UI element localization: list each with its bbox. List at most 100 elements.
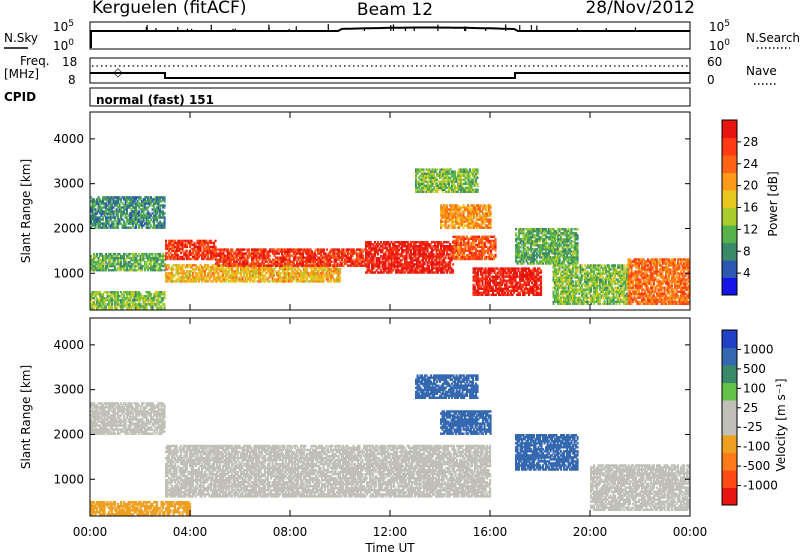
scatter-cell [428, 261, 431, 264]
scatter-cell [97, 210, 100, 213]
scatter-cell [401, 263, 404, 266]
scatter-cell [165, 264, 168, 267]
scatter-cell [272, 264, 275, 267]
scatter-cell [452, 208, 455, 211]
scatter-cell [190, 241, 193, 245]
scatter-cell [393, 241, 396, 244]
scatter-cell [216, 272, 219, 275]
scatter-cell [459, 206, 462, 209]
scatter-cell [100, 299, 103, 302]
scatter-cell [344, 258, 347, 261]
scatter-cell [389, 243, 392, 246]
scatter-cell [410, 261, 413, 264]
scatter-cell [118, 252, 121, 256]
scatter-cell [187, 251, 190, 255]
scatter-cell [437, 263, 440, 266]
scatter-cell [461, 206, 464, 209]
scatter-cell [126, 208, 129, 211]
scatter-cell [166, 274, 169, 277]
scatter-cell [102, 206, 105, 209]
scatter-cell [469, 249, 472, 253]
scatter-cell [438, 241, 441, 244]
scatter-cell [202, 241, 205, 245]
scatter-cell [440, 204, 443, 207]
scatter-cell [417, 241, 420, 244]
scatter-cell [490, 271, 493, 274]
scatter-cell [136, 297, 139, 300]
scatter-cell [467, 243, 470, 247]
scatter-cell [115, 256, 118, 260]
scatter-cell [427, 174, 430, 177]
scatter-cell [454, 241, 457, 245]
scatter-cell [324, 254, 327, 257]
scatter-cell [99, 263, 102, 266]
scatter-cell [463, 170, 466, 173]
scatter-cell [148, 214, 151, 217]
scatter-cell [93, 198, 96, 201]
scatter-cell [115, 220, 118, 223]
scatter-cell [121, 254, 124, 258]
scatter-cell [201, 253, 204, 257]
scatter-cell [115, 299, 118, 302]
scatter-cell [468, 218, 471, 221]
scatter-cell [354, 260, 357, 263]
scatter-cell [120, 263, 123, 266]
scatter-cell [123, 293, 126, 296]
scatter-cell [199, 276, 202, 279]
scatter-cell [449, 243, 452, 246]
scatter-cell [236, 248, 239, 251]
scatter-cell [420, 249, 423, 252]
scatter-cell [460, 251, 463, 255]
scatter-cell [486, 275, 489, 278]
scatter-cell [413, 249, 416, 252]
scatter-cell [480, 226, 483, 229]
scatter-cell [459, 214, 462, 217]
scatter-cell [467, 172, 470, 175]
scatter-cell [193, 276, 196, 279]
scatter-cell [462, 226, 465, 229]
scatter-cell [485, 239, 488, 243]
scatter-cell [450, 247, 453, 250]
scatter-cell [314, 260, 317, 263]
scatter-cell [204, 243, 207, 247]
scatter-cell [455, 176, 458, 179]
scatter-cell [156, 260, 159, 264]
scatter-cell [254, 250, 257, 253]
scatter-cell [198, 249, 201, 253]
scatter-cell [192, 264, 195, 267]
scatter-cell [469, 251, 472, 255]
scatter-cell [317, 260, 320, 263]
scatter-cell [160, 301, 163, 304]
scatter-cell [460, 243, 463, 247]
scatter-cell [273, 258, 276, 261]
scatter-cell [449, 212, 452, 215]
scatter-cell [93, 267, 96, 270]
scatter-cell [405, 253, 408, 256]
scatter-cell [210, 241, 213, 245]
scatter-cell [154, 212, 157, 215]
scatter-cell [157, 200, 160, 203]
scatter-cell [160, 254, 163, 258]
scatter-cell [132, 269, 135, 272]
scatter-cell [478, 239, 481, 243]
scatter-cell [172, 243, 175, 247]
scatter-cell [112, 291, 115, 294]
scatter-cell [118, 303, 121, 306]
scatter-cell [175, 253, 178, 257]
scatter-cell [105, 224, 108, 227]
scatter-cell [398, 241, 401, 244]
scatter-cell [166, 247, 169, 251]
scatter-cell [492, 285, 495, 288]
scatter-cell [124, 252, 127, 256]
scatter-cell [127, 198, 130, 201]
scatter-cell [438, 265, 441, 268]
scatter-cell [337, 270, 340, 273]
scatter-cell [166, 243, 169, 247]
scatter-cell [276, 248, 279, 251]
scatter-cell [484, 237, 487, 241]
scatter-cell [211, 266, 214, 269]
scatter-cell [457, 172, 460, 175]
scatter-cell [447, 249, 450, 252]
scatter-cell [365, 253, 368, 256]
scatter-cell [106, 297, 109, 300]
